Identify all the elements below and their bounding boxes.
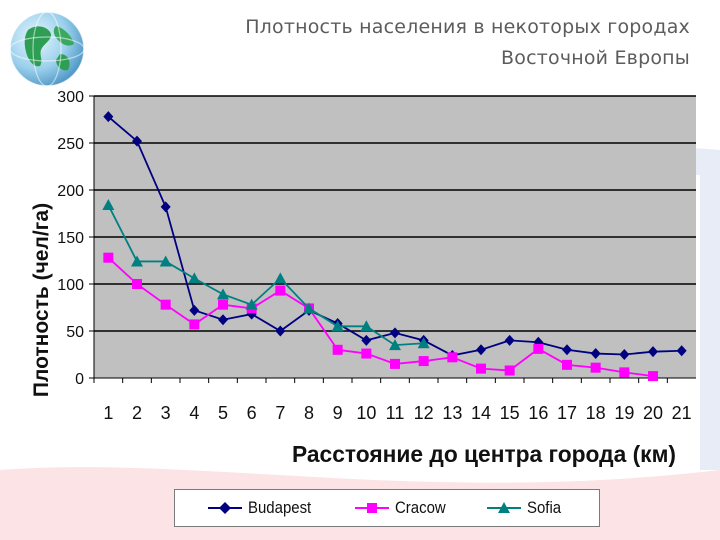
data-point: [332, 344, 343, 355]
data-point: [189, 319, 200, 330]
y-tick-label: 200: [57, 183, 84, 200]
legend-item-cracow: Cracow: [354, 498, 453, 518]
data-point: [619, 367, 630, 378]
series-sofia: [102, 199, 430, 351]
y-axis-label: Плотность (чел/га): [30, 203, 53, 397]
data-point: [562, 359, 572, 370]
data-point: [590, 362, 601, 373]
data-point: [218, 314, 228, 326]
data-point: [102, 199, 115, 211]
data-point: [103, 111, 114, 123]
data-point: [476, 344, 486, 356]
x-tick-label: 11: [386, 403, 405, 423]
y-tick-label: 0: [75, 371, 84, 388]
data-point: [132, 279, 142, 289]
data-point: [361, 348, 372, 359]
legend-item-budapest: Budapest: [208, 498, 320, 518]
x-tick-label: 1: [103, 403, 113, 423]
x-tick-label: 16: [528, 403, 548, 423]
x-tick-label: 12: [414, 403, 434, 423]
legend-item-sofia: Sofia: [486, 498, 566, 518]
data-point: [417, 337, 430, 349]
x-tick-label: 13: [442, 403, 462, 423]
data-point: [447, 352, 458, 363]
data-point: [562, 344, 572, 356]
y-tick-label: 250: [57, 136, 84, 153]
data-point: [103, 252, 114, 263]
x-tick-label: 6: [247, 403, 257, 423]
x-tick-label: 2: [132, 403, 142, 423]
data-point: [331, 320, 344, 332]
x-tick-label: 3: [161, 403, 171, 423]
x-tick-label: 10: [356, 403, 376, 423]
data-point: [533, 343, 544, 354]
legend-label-budapest: Budapest: [248, 498, 312, 517]
data-point: [245, 298, 258, 310]
data-point: [218, 299, 228, 310]
data-point: [159, 255, 172, 267]
x-tick-label: 17: [557, 403, 577, 423]
legend: Budapest Cracow Sofia: [174, 489, 600, 527]
data-point: [360, 320, 373, 332]
page-title: Плотность населения в некоторых городах …: [130, 12, 690, 74]
y-tick-label: 100: [57, 277, 84, 294]
data-point: [390, 327, 400, 339]
diamond-marker-icon: [208, 502, 243, 514]
data-point: [619, 349, 630, 360]
data-point: [648, 371, 658, 382]
x-tick-label: 4: [189, 403, 199, 423]
data-point: [131, 255, 143, 267]
data-point: [504, 365, 515, 376]
data-point: [390, 358, 400, 369]
data-point: [275, 325, 286, 337]
data-point: [389, 339, 401, 351]
data-point: [189, 304, 200, 316]
data-point: [274, 272, 287, 284]
data-point: [676, 345, 687, 357]
x-tick-label: 15: [500, 403, 520, 423]
triangle-marker-icon: [486, 502, 521, 513]
data-point: [188, 272, 201, 284]
data-point: [590, 348, 601, 360]
data-point: [217, 288, 229, 300]
data-point: [504, 334, 515, 346]
globe-icon: [9, 11, 85, 87]
x-tick-label: 20: [643, 403, 663, 423]
x-tick-label: 14: [471, 403, 491, 423]
data-point: [303, 302, 315, 314]
data-point: [648, 346, 658, 358]
x-tick-label: 9: [333, 403, 343, 423]
data-point: [361, 334, 372, 346]
x-tick-label: 5: [218, 403, 228, 423]
data-point: [160, 201, 171, 213]
data-point: [418, 356, 429, 367]
title-line-1: Плотность населения в некоторых городах: [245, 16, 690, 38]
data-point: [132, 135, 142, 147]
data-point: [275, 285, 286, 296]
x-axis-label: Расстояние до центра города (км): [292, 441, 676, 467]
y-tick-label: 300: [57, 89, 84, 106]
x-tick-label: 21: [672, 403, 692, 423]
data-point: [160, 299, 171, 310]
x-tick-label: 18: [586, 403, 606, 423]
legend-label-sofia: Sofia: [526, 498, 562, 517]
data-point: [476, 363, 486, 374]
x-tick-label: 8: [304, 403, 314, 423]
y-tick-label: 50: [66, 324, 84, 341]
legend-label-cracow: Cracow: [394, 498, 446, 517]
x-tick-label: 7: [275, 403, 285, 423]
title-line-2: Восточной Европы: [501, 47, 690, 69]
x-tick-label: 19: [614, 403, 634, 423]
y-tick-label: 150: [57, 230, 84, 247]
square-marker-icon: [354, 503, 389, 513]
